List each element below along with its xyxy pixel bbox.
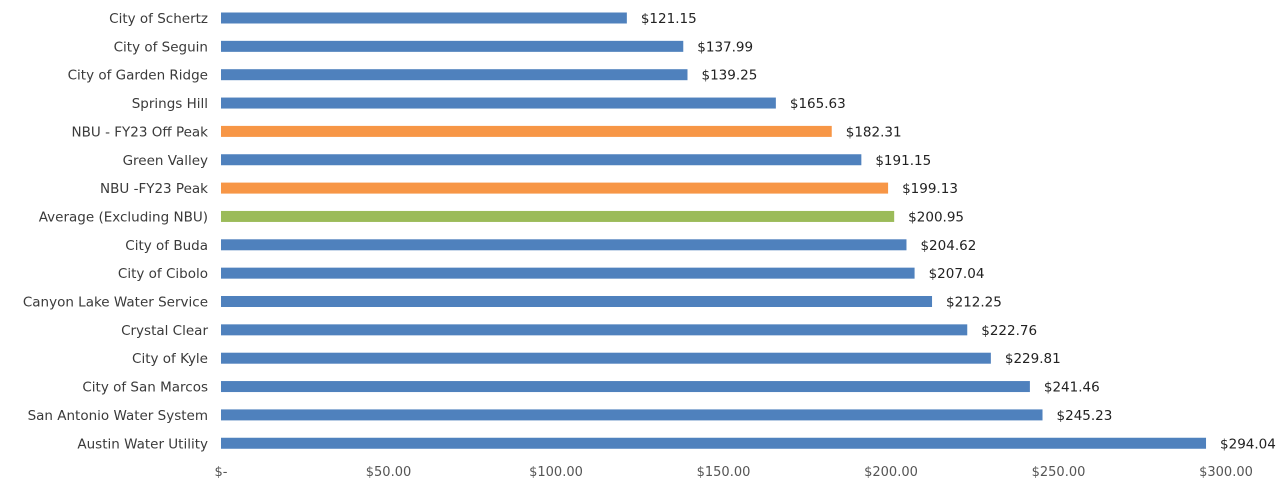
bar — [221, 69, 688, 81]
bar — [221, 210, 895, 222]
category-label: City of Seguin — [114, 39, 208, 55]
data-label: $199.13 — [902, 181, 958, 197]
category-label: Austin Water Utility — [77, 436, 208, 452]
data-label: $245.23 — [1057, 408, 1113, 424]
bar — [221, 381, 1030, 393]
x-tick-label: $50.00 — [366, 465, 412, 480]
data-label: $241.46 — [1044, 380, 1100, 396]
data-label: $137.99 — [697, 39, 753, 55]
bar — [221, 12, 627, 24]
category-label: City of Garden Ridge — [68, 68, 208, 84]
bar — [221, 324, 968, 336]
data-label: $139.25 — [701, 68, 757, 84]
x-tick-label: $200.00 — [864, 465, 918, 480]
data-label: $207.04 — [929, 266, 985, 282]
bar — [221, 154, 862, 166]
category-label: Canyon Lake Water Service — [23, 295, 208, 311]
category-label: City of Schertz — [109, 11, 208, 27]
category-label: Crystal Clear — [121, 323, 208, 339]
data-label: $204.62 — [920, 238, 976, 254]
bar — [221, 239, 907, 251]
category-label: San Antonio Water System — [28, 408, 208, 424]
x-axis: $- $50.00 $100.00 $150.00 $200.00 $250.00 $300… — [215, 465, 1253, 480]
data-label: $165.63 — [790, 96, 846, 112]
category-label: Average (Excluding NBU) — [39, 209, 208, 225]
data-label: $191.15 — [875, 153, 931, 169]
bar — [221, 296, 933, 307]
x-tick-label: $100.00 — [529, 465, 583, 480]
category-label: City of Buda — [125, 238, 208, 254]
x-tick-label: $300.00 — [1199, 465, 1253, 480]
bar — [221, 409, 1043, 421]
x-tick-label: $- — [215, 465, 228, 480]
category-label: NBU - FY23 Off Peak — [72, 124, 209, 140]
value-labels: $121.15$137.99 $139.25 $165.63$182.31 $191.… — [641, 11, 1276, 452]
category-label: Green Valley — [123, 153, 208, 169]
bar — [221, 125, 832, 137]
category-label: City of Cibolo — [118, 266, 208, 282]
x-tick-label: $250.00 — [1032, 465, 1086, 480]
data-label: $294.04 — [1220, 436, 1276, 452]
category-labels: City of Schertz City of Seguin City of Gar… — [23, 11, 209, 452]
bar — [221, 97, 776, 109]
bar — [221, 352, 991, 364]
category-label: City of Kyle — [132, 351, 208, 367]
data-label: $200.95 — [908, 209, 964, 225]
data-label: $212.25 — [946, 295, 1002, 311]
bar — [221, 182, 889, 194]
category-label: NBU -FY23 Peak — [100, 181, 208, 197]
category-label: City of San Marcos — [82, 380, 208, 396]
bar — [221, 437, 1207, 449]
category-label: Springs Hill — [132, 96, 208, 112]
data-label: $222.76 — [981, 323, 1037, 339]
data-label: $229.81 — [1005, 351, 1061, 367]
bar — [221, 40, 684, 52]
x-tick-label: $150.00 — [697, 465, 751, 480]
bars-layer — [221, 12, 1207, 449]
bar — [221, 267, 915, 279]
data-label: $121.15 — [641, 11, 697, 27]
data-label: $182.31 — [846, 124, 902, 140]
